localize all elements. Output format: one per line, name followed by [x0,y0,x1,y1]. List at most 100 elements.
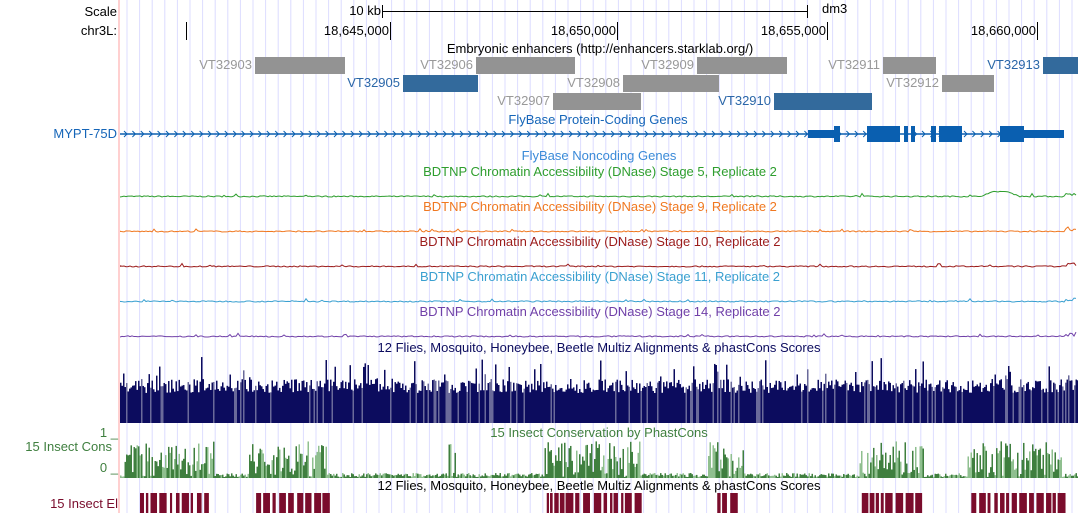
multiz-bar [274,385,276,423]
cons-bar [597,447,599,478]
cons-bar [138,446,140,478]
enhancer-label[interactable]: VT32903 [199,57,252,72]
cons-bar [195,470,197,478]
enhancer-VT32903[interactable] [255,57,345,74]
cons-bar [789,475,791,478]
dnase-stage11-title[interactable]: BDTNP Chromatin Accessibility (DNase) St… [419,269,781,284]
multiz-bar [681,387,683,423]
cons-bar [954,474,956,478]
cons-bar [669,473,671,478]
enhancers-track-title[interactable]: Embryonic enhancers (http://enhancers.st… [446,41,754,56]
multiz-bar [555,384,557,423]
cons-bar [147,461,149,478]
cons-bar [285,457,287,478]
enhancer-label[interactable]: VT32906 [420,57,473,72]
cons-bar [226,473,228,478]
cons-bar [934,473,936,478]
multiz-bar [838,386,840,423]
multiz-track-title[interactable]: 12 Flies, Mosquito, Honeybee, Beetle Mul… [377,340,821,355]
cons-bar [549,451,551,478]
multiz-bar [948,389,950,423]
enhancer-label[interactable]: VT32911 [828,57,880,72]
noncoding-genes-title[interactable]: FlyBase Noncoding Genes [521,148,677,163]
cons-track-label[interactable]: 15 Insect Cons [25,439,112,454]
multiz-bar [145,392,147,423]
cons-bar [468,473,470,478]
multiz-bar [381,389,383,423]
cons-bar [294,470,296,478]
cons-bar [724,454,726,478]
multiz-bar [972,380,974,423]
cons-bar [462,473,464,478]
strand-arrow [518,130,523,138]
elements-track-label[interactable]: 15 Insect El [50,496,118,511]
multiz-bar [865,380,867,423]
cons-bar [661,474,663,478]
cons-bar [420,474,422,478]
multiz-bar [996,383,998,423]
strand-arrow [795,130,800,138]
enhancer-VT32911[interactable] [883,57,936,74]
protein-coding-genes-title[interactable]: FlyBase Protein-Coding Genes [508,112,688,127]
enhancer-VT32913[interactable] [1043,57,1078,74]
multiz-bar [327,379,329,423]
multiz-bar [126,383,128,423]
cons-bar [516,473,518,478]
cons-bar [1020,473,1022,478]
cons-bar [252,444,254,478]
conserved-element [204,493,209,513]
gene-name-label[interactable]: MYPT-75D [53,126,117,141]
enhancer-label[interactable]: VT32905 [347,75,400,90]
multiz-bar [891,391,893,423]
enhancer-VT32908[interactable] [623,75,719,92]
cons-bar [483,476,485,478]
cons-bar [987,476,989,478]
cons-bar [190,475,192,478]
strand-arrow [501,130,506,138]
cons-bar [808,473,810,478]
enhancer-VT32909[interactable] [697,57,787,74]
cons-track-title[interactable]: 15 Insect Conservation by PhastCons [490,425,708,440]
multiz-bar [658,381,660,423]
dnase-stage5-title[interactable]: BDTNP Chromatin Accessibility (DNase) St… [423,164,777,179]
strand-arrow [358,130,363,138]
multiz-bar [154,391,156,423]
multiz-bar [195,385,197,423]
dnase-stage14-title[interactable]: BDTNP Chromatin Accessibility (DNase) St… [419,304,781,319]
elements-track-title[interactable]: 12 Flies, Mosquito, Honeybee, Beetle Mul… [377,478,821,493]
multiz-bar [379,384,381,423]
multiz-bar [858,384,860,423]
cons-bar [664,473,666,478]
cons-bar [909,473,911,478]
multiz-bar [748,388,750,423]
enhancer-VT32910[interactable] [774,93,872,110]
dnase-stage10-title[interactable]: BDTNP Chromatin Accessibility (DNase) St… [419,234,781,249]
enhancer-VT32912[interactable] [942,75,994,92]
cons-bar [1071,475,1073,478]
dnase-stage9-title[interactable]: BDTNP Chromatin Accessibility (DNase) St… [423,199,777,214]
enhancer-label[interactable]: VT32908 [567,75,620,90]
cons-bar [379,473,381,478]
conserved-element [181,493,189,513]
multiz-bar [1062,386,1064,423]
gene-model-MYPT-75D[interactable] [120,124,1078,146]
cons-bar [256,466,258,478]
cons-bar [873,447,875,478]
conserved-element [140,493,144,513]
cons-bar [937,473,939,478]
multiz-bar [133,385,135,423]
enhancer-VT32907[interactable] [553,93,641,110]
cons-bar [217,474,219,478]
enhancer-label[interactable]: VT32912 [886,75,939,90]
assembly-label: dm3 [822,1,848,16]
enhancer-VT32905[interactable] [403,75,478,92]
enhancer-label[interactable]: VT32910 [718,93,771,108]
conserved-element [915,493,923,513]
enhancer-label[interactable]: VT32907 [497,93,550,108]
enhancer-label[interactable]: VT32909 [641,57,694,72]
cons-bar [214,475,216,478]
enhancer-label[interactable]: VT32913 [987,57,1040,72]
enhancer-VT32906[interactable] [476,57,575,74]
cons-bar [405,473,407,478]
